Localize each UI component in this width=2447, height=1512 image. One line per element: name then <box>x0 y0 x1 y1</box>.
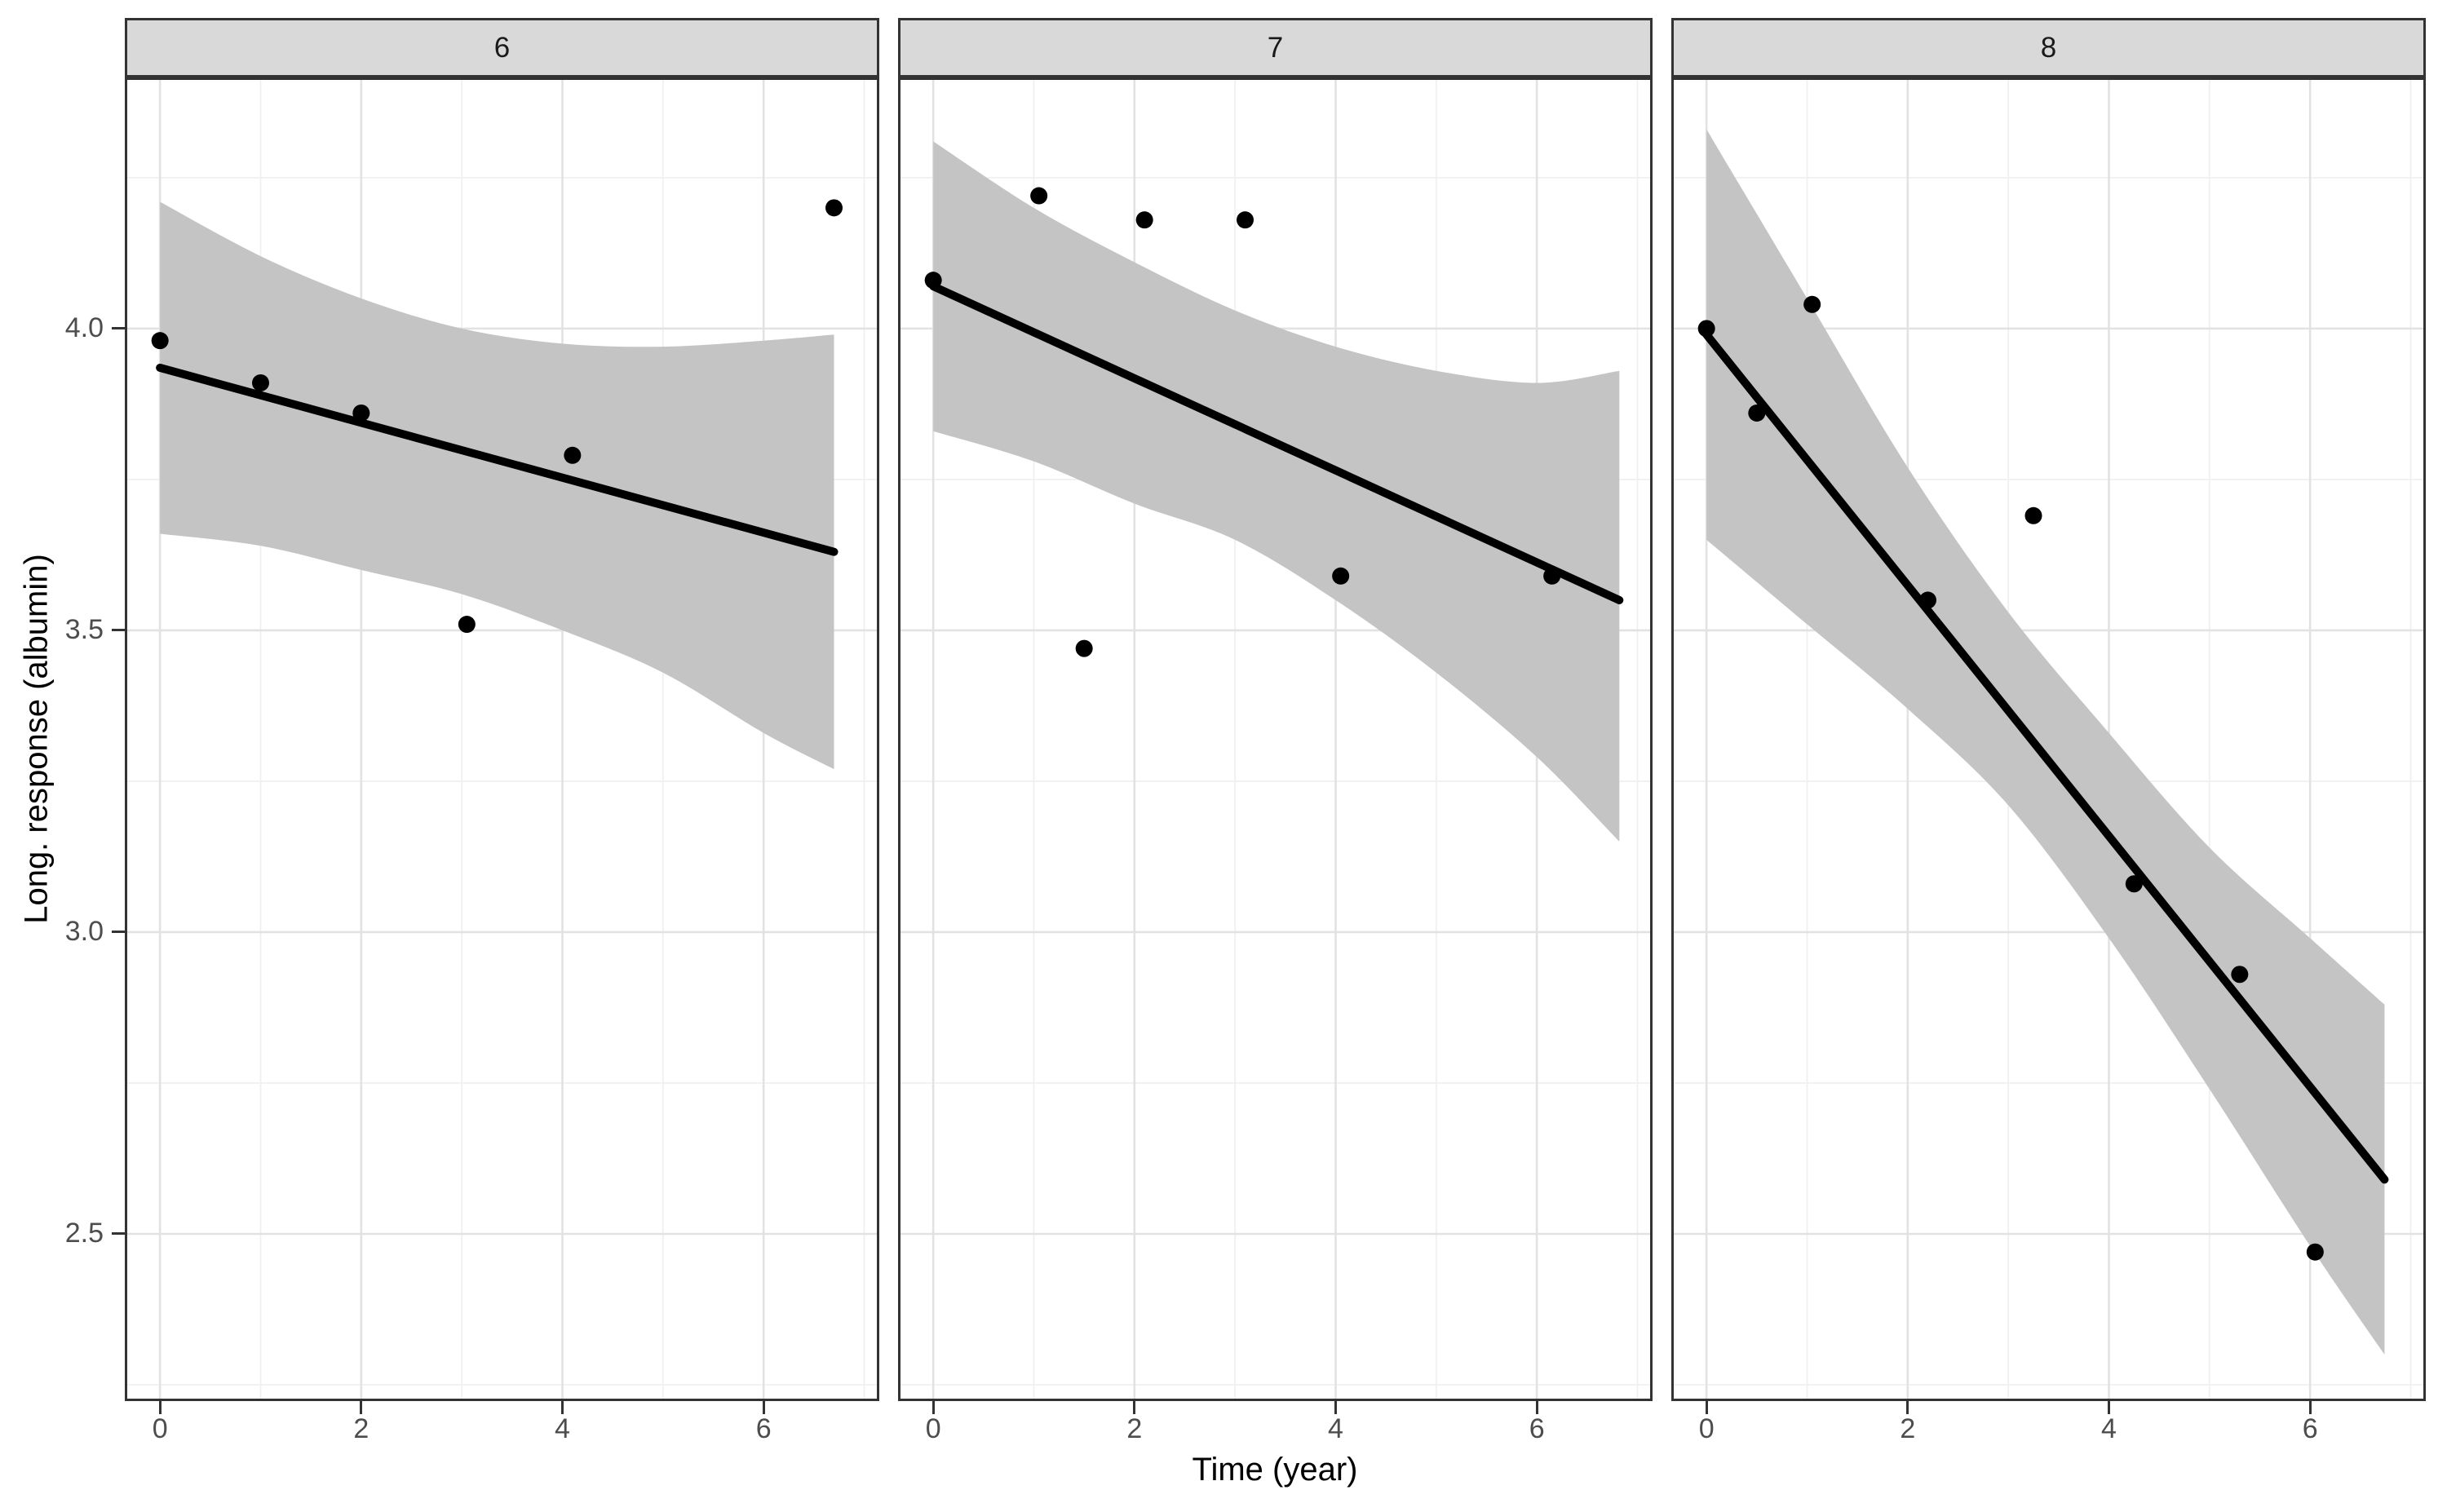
data-point <box>564 446 582 464</box>
facet-strip-label: 8 <box>2040 31 2057 64</box>
data-point <box>1803 295 1821 313</box>
x-tick-label: 2 <box>1126 1413 1143 1444</box>
facet-strip-8: 8 <box>1671 18 2426 77</box>
confidence-ribbon <box>933 141 1620 842</box>
data-point <box>2125 875 2143 893</box>
x-tick-mark <box>360 1401 363 1414</box>
data-point <box>1543 567 1561 585</box>
data-point <box>2306 1243 2324 1261</box>
x-tick-mark <box>2108 1401 2110 1414</box>
panel-border <box>898 77 1653 1401</box>
panel-8 <box>1671 77 2426 1401</box>
panel-border <box>125 77 879 1401</box>
x-tick-mark <box>2308 1401 2312 1414</box>
y-tick-label: 3.0 <box>64 915 104 947</box>
data-point <box>924 272 942 290</box>
data-point <box>252 374 269 391</box>
confidence-ribbon <box>160 201 834 770</box>
y-tick-mark <box>112 629 125 632</box>
panel-border <box>1671 77 2426 1401</box>
x-tick-label: 4 <box>555 1413 570 1444</box>
x-tick-label: 4 <box>2101 1413 2117 1444</box>
regression-line <box>1702 330 2389 1184</box>
y-tick-label: 3.5 <box>64 613 104 645</box>
facet-strip-label: 6 <box>493 31 511 64</box>
data-point <box>2024 506 2042 524</box>
x-tick-label: 0 <box>152 1413 168 1444</box>
y-tick-mark <box>112 931 125 934</box>
y-axis-title: Long. response (albumin) <box>18 554 55 924</box>
x-tick-label: 6 <box>755 1413 772 1444</box>
x-axis-title: Time (year) <box>1192 1452 1358 1488</box>
data-point <box>1332 567 1350 585</box>
x-tick-label: 0 <box>1698 1413 1715 1444</box>
data-point <box>1748 404 1766 422</box>
data-point <box>352 404 370 422</box>
regression-line <box>929 282 1624 604</box>
data-point <box>1237 211 1254 229</box>
x-tick-label: 2 <box>353 1413 369 1444</box>
data-point <box>1075 639 1093 657</box>
data-point <box>2231 966 2249 984</box>
x-tick-mark <box>762 1401 765 1414</box>
data-point <box>1919 591 1936 609</box>
x-tick-label: 6 <box>1529 1413 1545 1444</box>
x-tick-mark <box>931 1401 935 1414</box>
data-point <box>151 332 169 350</box>
x-tick-label: 0 <box>925 1413 941 1444</box>
x-tick-mark <box>1535 1401 1538 1414</box>
x-tick-label: 6 <box>2302 1413 2318 1444</box>
x-tick-mark <box>1906 1401 1909 1414</box>
data-point <box>1030 187 1048 205</box>
y-tick-label: 2.5 <box>64 1217 104 1249</box>
data-point <box>825 199 843 217</box>
x-tick-mark <box>1133 1401 1136 1414</box>
panel-6 <box>125 77 879 1401</box>
y-tick-mark <box>112 1232 125 1236</box>
x-tick-mark <box>561 1401 564 1414</box>
y-tick-label: 4.0 <box>64 312 104 343</box>
x-tick-label: 2 <box>1900 1413 1916 1444</box>
facet-strip-6: 6 <box>125 18 879 77</box>
facet-strip-7: 7 <box>898 18 1653 77</box>
data-point <box>1135 211 1153 229</box>
y-tick-mark <box>112 327 125 330</box>
x-tick-mark <box>158 1401 162 1414</box>
panel-7 <box>898 77 1653 1401</box>
data-point <box>1697 320 1715 338</box>
regression-line <box>156 363 839 556</box>
confidence-ribbon <box>1706 129 2385 1355</box>
x-tick-label: 4 <box>1328 1413 1343 1444</box>
x-tick-mark <box>1334 1401 1337 1414</box>
data-point <box>458 616 476 634</box>
facet-strip-label: 7 <box>1267 31 1284 64</box>
x-tick-mark <box>1705 1401 1708 1414</box>
